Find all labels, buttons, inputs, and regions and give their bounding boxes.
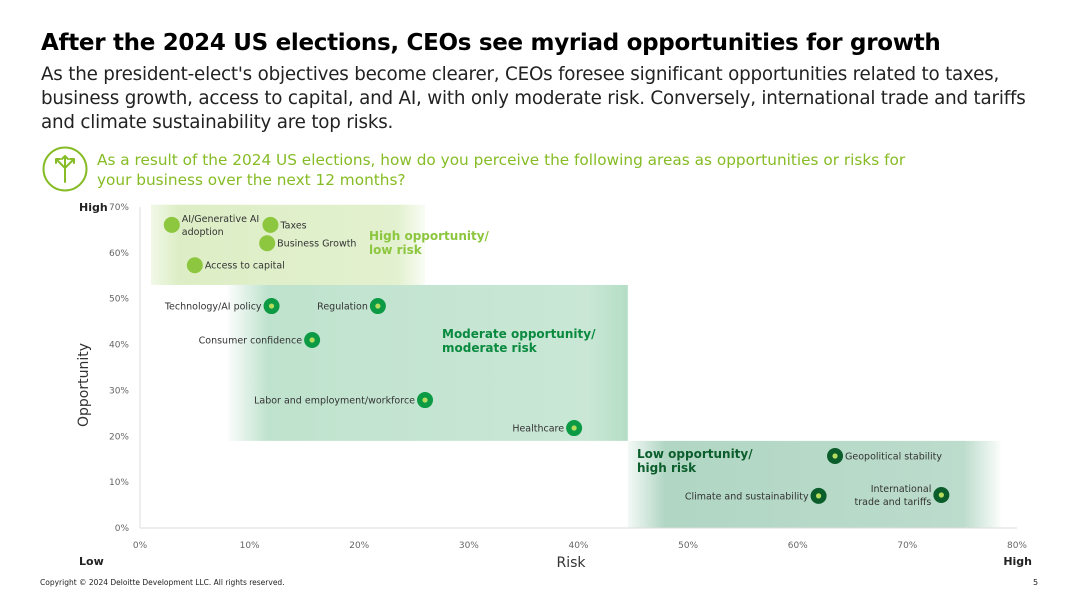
point-marker[interactable] [163,216,180,233]
data-point[interactable]: Geopolitical stability [827,448,942,465]
page-title: After the 2024 US elections, CEOs see my… [41,30,941,56]
point-marker-center [832,453,838,459]
point-marker-center [815,493,822,499]
point-label: Geopolitical stability [845,452,942,463]
x-tick-label: 80% [1007,541,1027,551]
data-point[interactable]: Labor and employment/workforce [254,392,434,409]
data-point[interactable]: Healthcare [512,420,583,437]
point-label: Regulation [317,302,368,313]
data-point[interactable]: Technology/AI policy [164,298,280,315]
x-tick-label: 60% [788,541,808,551]
data-point[interactable]: Regulation [317,298,386,315]
point-label: Healthcare [512,424,564,435]
x-tick-label: 70% [897,541,917,551]
point-marker[interactable] [259,235,276,252]
x-tick-label: 20% [349,541,369,551]
copyright: Copyright © 2024 Deloitte Development LL… [40,578,285,587]
point-label: Labor and employment/workforce [254,396,415,407]
data-point[interactable]: Climate and sustainability [685,487,827,504]
zone-label: High opportunity/low risk [369,229,490,257]
y-high-label: High [79,201,108,214]
x-tick-label: 30% [459,541,479,551]
data-point[interactable]: Taxes [262,216,307,233]
point-label: Taxes [279,220,306,231]
data-point[interactable]: Access to capital [186,257,285,274]
point-label: Consumer confidence [199,335,303,346]
point-label: International trade and tariffs [855,484,932,508]
zone-label: Low opportunity/high risk [637,447,753,475]
point-marker-center [375,303,381,309]
data-point[interactable]: Business Growth [259,235,356,252]
point-label: Business Growth [277,239,356,250]
point-marker-center [309,337,315,343]
page-number: 5 [1033,578,1039,587]
point-marker-center [938,492,944,498]
point-marker[interactable] [186,257,203,274]
point-label: Technology/AI policy [164,302,262,313]
y-tick-label: 60% [109,249,129,259]
y-tick-label: 70% [109,203,129,213]
x-low-label: Low [79,555,104,568]
point-marker-center [268,303,275,309]
y-axis-title: Opportunity [76,343,92,427]
survey-question: As a result of the 2024 US elections, ho… [97,151,906,189]
zone-label: Moderate opportunity/moderate risk [442,327,596,355]
arrows-split-icon [42,146,88,192]
x-tick-label: 50% [678,541,698,551]
point-label: Access to capital [205,261,285,272]
point-label: AI/Generative AI adoption [182,214,259,238]
point-marker[interactable] [262,216,279,233]
data-point[interactable]: AI/Generative AI adoption [163,214,259,238]
data-point[interactable]: International trade and tariffs [855,484,950,508]
y-tick-label: 10% [109,478,129,488]
x-tick-label: 0% [133,541,148,551]
x-axis-title: Risk [556,555,586,571]
y-tick-label: 20% [109,432,129,442]
y-tick-label: 0% [115,524,130,534]
x-tick-label: 10% [240,541,260,551]
data-point[interactable]: Consumer confidence [199,331,321,348]
point-marker-center [571,425,577,431]
y-tick-label: 40% [109,341,129,351]
point-marker-center [422,397,428,403]
point-label: Climate and sustainability [685,491,809,502]
x-tick-label: 40% [568,541,588,551]
x-high-label: High [1003,555,1032,568]
zone-1 [227,284,628,441]
zone-2 [627,440,1001,528]
y-tick-label: 50% [109,295,129,305]
y-tick-label: 30% [109,386,129,396]
page-subtitle: As the president-elect's objectives beco… [41,64,1026,133]
